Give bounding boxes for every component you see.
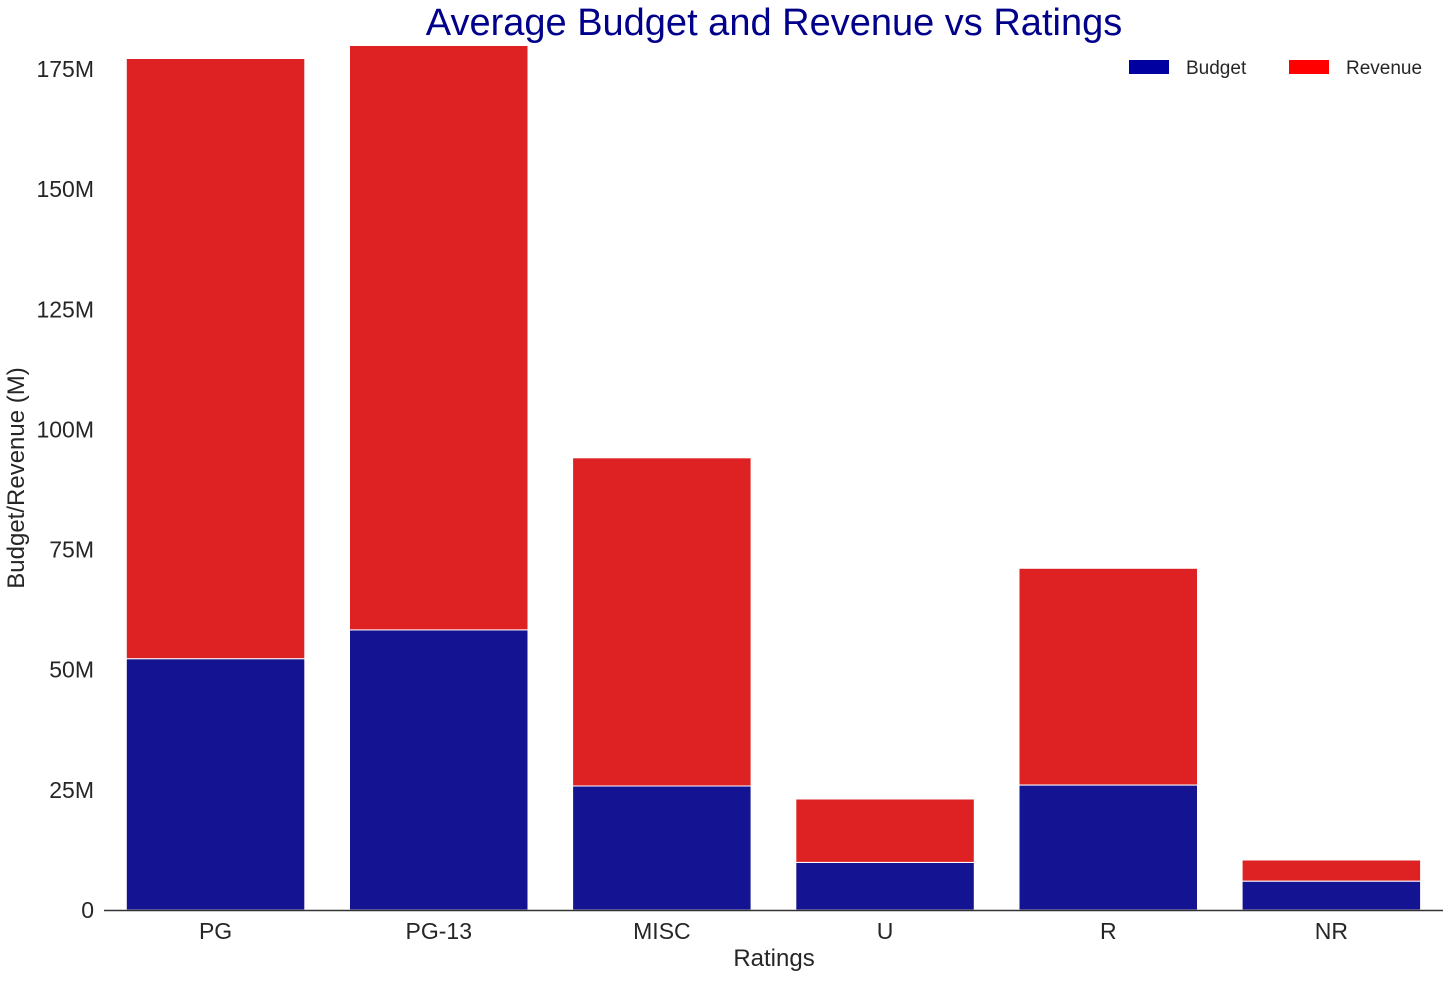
legend-item-budget: Budget [1129, 58, 1247, 79]
y-axis-label: Budget/Revenue (M) [3, 367, 30, 588]
y-tick-label: 50M [49, 657, 94, 683]
y-axis-ticks: 0 25M 50M 75M 100M 125M 150M 175M [36, 56, 94, 923]
legend: Budget Revenue [1129, 58, 1422, 79]
bar-budget-u [795, 861, 975, 911]
bars-layer [125, 45, 1422, 911]
bar-budget-misc [572, 785, 752, 911]
y-tick-label: 75M [49, 537, 94, 563]
bar-budget-pg-13 [349, 629, 529, 911]
y-tick-label: 150M [36, 176, 94, 202]
chart-title: Average Budget and Revenue vs Ratings [426, 2, 1122, 44]
x-tick-label: MISC [633, 918, 691, 944]
legend-swatch [1289, 60, 1329, 74]
bar-budget-r [1018, 784, 1198, 911]
bar-revenue-r [1018, 567, 1198, 786]
x-tick-label: U [877, 918, 894, 944]
y-tick-label: 175M [36, 56, 94, 82]
y-tick-label: 125M [36, 296, 94, 322]
bar-revenue-pg-13 [349, 45, 529, 631]
bar-revenue-nr [1241, 859, 1422, 882]
legend-label: Budget [1186, 58, 1247, 79]
x-tick-label: PG [199, 918, 232, 944]
x-tick-label: NR [1315, 918, 1348, 944]
legend-label: Revenue [1346, 58, 1422, 79]
y-tick-label: 0 [81, 897, 94, 923]
bar-revenue-u [795, 798, 975, 863]
bar-revenue-pg [125, 58, 306, 660]
legend-swatch [1129, 60, 1169, 74]
bar-revenue-misc [572, 457, 752, 787]
bar-budget-nr [1241, 880, 1422, 911]
bar-budget-pg [125, 658, 306, 911]
y-tick-label: 25M [49, 777, 94, 803]
x-tick-label: R [1100, 918, 1117, 944]
y-tick-label: 100M [36, 416, 94, 442]
x-axis-ticks: PG PG-13 MISC U R NR [199, 918, 1348, 944]
legend-item-revenue: Revenue [1289, 58, 1422, 79]
x-tick-label: PG-13 [406, 918, 472, 944]
x-axis-label: Ratings [733, 945, 814, 972]
